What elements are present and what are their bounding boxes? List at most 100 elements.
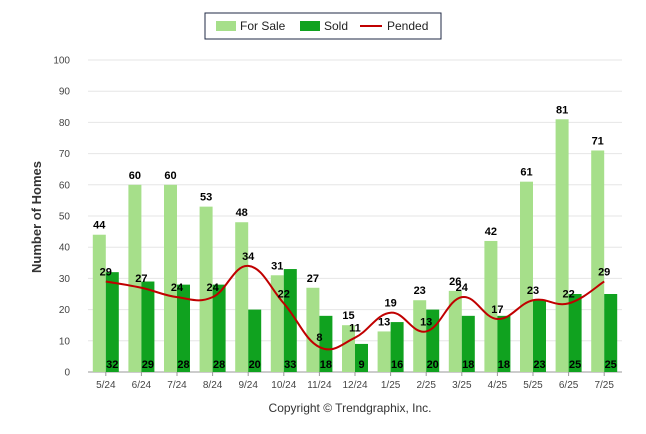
bars [92,119,618,372]
data-label-for-sale: 23 [414,285,426,297]
x-tick-label: 5/25 [523,380,543,391]
pended-line [105,264,605,351]
x-tick-label: 2/25 [416,380,436,391]
data-label-for-sale: 53 [200,192,212,204]
bar-for-sale [306,287,320,372]
bar-sold [604,294,618,372]
pended-line-path [105,264,605,351]
y-tick-label: 100 [53,56,70,67]
data-label-for-sale: 81 [556,104,568,116]
data-label-for-sale: 42 [485,226,497,238]
bar-for-sale [484,240,498,372]
bar-for-sale [448,290,462,372]
data-label-pended: 19 [384,298,396,310]
data-label-sold: 20 [249,359,261,371]
x-tick-label: 8/24 [203,380,223,391]
data-label-sold: 32 [106,359,118,371]
data-label-sold: 29 [142,359,154,371]
bar-sold [568,294,582,372]
data-label-pended: 29 [598,267,610,279]
bar-for-sale [342,325,355,372]
bar-sold [141,281,155,372]
y-tick-label: 90 [59,87,71,98]
copyright-text: Copyright © Trendgraphix, Inc. [269,401,432,415]
x-tick-label: 6/24 [132,380,152,391]
bar-sold [283,269,297,372]
bar-for-sale [92,234,106,372]
bar-sold [248,309,262,372]
y-tick-label: 60 [59,180,71,191]
bar-sold [177,284,190,372]
bar-sold [319,315,333,372]
bar-sold [497,315,511,372]
bar-for-sale [555,119,569,372]
data-label-sold: 25 [605,359,617,371]
data-label-pended: 29 [100,267,112,279]
data-label-for-sale: 15 [342,310,354,322]
x-tick-label: 4/25 [488,380,508,391]
data-label-pended: 13 [420,316,432,328]
data-label-sold: 28 [177,359,189,371]
data-label-pended: 11 [349,323,361,335]
x-tick-label: 5/24 [96,380,116,391]
legend-swatch-sold [300,21,320,31]
y-tick-label: 50 [59,212,71,223]
bar-for-sale [520,181,533,372]
data-label-sold: 9 [358,359,364,371]
y-tick-label: 30 [59,274,71,285]
x-tick-label: 10/24 [271,380,296,391]
data-labels: 44 32 60 29 60 28 53 28 48 20 31 33 27 18 15 9 13 16 23 20 2… [93,104,617,371]
bar-for-sale [128,184,142,372]
data-label-pended: 23 [527,285,539,297]
data-label-pended: 8 [316,332,322,344]
y-axis-title: Number of Homes [29,161,44,273]
bar-sold [105,272,119,372]
y-tick-label: 10 [59,336,71,347]
legend-label-pended: Pended [387,19,428,33]
bar-for-sale [377,331,391,372]
bar-sold [355,343,368,372]
data-label-for-sale: 13 [378,316,390,328]
y-tick-label: 80 [59,118,71,129]
data-label-sold: 18 [320,359,332,371]
bar-sold [533,300,546,372]
y-tick-label: 40 [59,243,71,254]
bar-for-sale [199,206,213,372]
legend-swatch-for-sale [216,21,236,31]
y-tick-label: 20 [59,305,71,316]
data-label-for-sale: 44 [93,220,106,232]
data-label-pended: 34 [242,251,255,263]
data-label-for-sale: 48 [236,207,248,219]
data-label-pended: 24 [206,282,219,294]
data-label-for-sale: 31 [271,260,283,272]
data-label-sold: 18 [498,359,510,371]
data-label-pended: 24 [456,282,469,294]
data-label-sold: 20 [427,359,439,371]
data-label-pended: 22 [562,288,574,300]
axes: 0 10 20 30 40 50 60 70 80 90 100 5/24 6/24 7/24 8/24 9/… [53,56,622,391]
data-label-pended: 24 [171,282,184,294]
data-label-sold: 16 [391,359,403,371]
bar-sold [390,322,404,372]
data-label-sold: 23 [533,359,545,371]
x-tick-label: 12/24 [342,380,367,391]
data-label-for-sale: 60 [129,170,141,182]
x-tick-label: 9/24 [238,380,258,391]
legend-box [204,12,442,40]
y-tick-label: 70 [59,149,71,160]
data-label-sold: 28 [213,359,225,371]
x-tick-label: 7/24 [167,380,187,391]
y-tick-label: 0 [64,368,70,379]
x-tick-label: 3/25 [452,380,472,391]
data-label-for-sale: 71 [592,135,604,147]
data-label-sold: 18 [462,359,474,371]
x-tick-label: 1/25 [381,380,401,391]
data-label-for-sale: 60 [164,170,176,182]
data-label-for-sale: 26 [449,276,461,288]
data-label-sold: 33 [284,359,296,371]
bar-for-sale [235,222,249,372]
legend-label-sold: Sold [324,19,348,33]
data-label-pended: 22 [278,288,290,300]
